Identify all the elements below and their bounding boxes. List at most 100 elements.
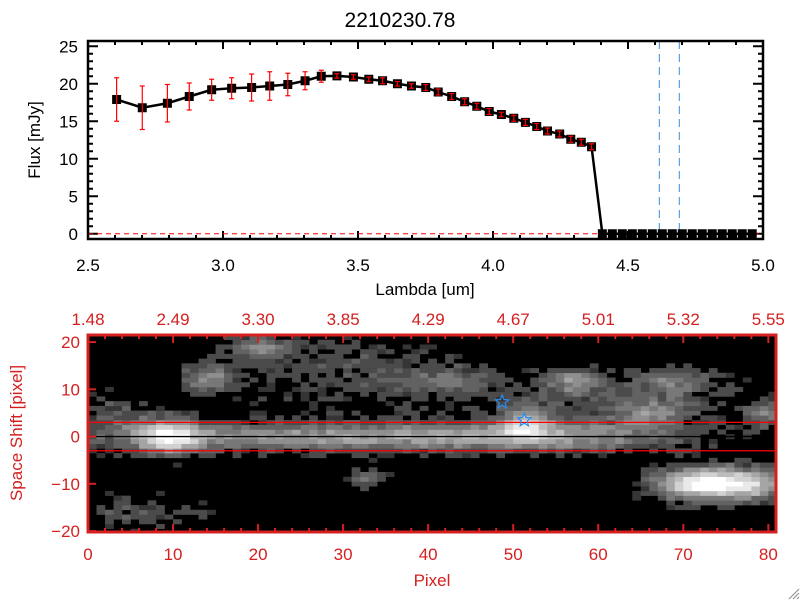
heatmap-cell — [623, 438, 633, 444]
heatmap-cell — [317, 424, 327, 430]
heatmap-cell — [513, 405, 523, 411]
heatmap-cell — [683, 500, 693, 506]
heatmap-cell — [283, 424, 293, 430]
heatmap-cell — [428, 438, 437, 444]
heatmap-cell — [241, 443, 250, 449]
heatmap-cell — [496, 372, 506, 378]
heatmap-cell — [640, 391, 650, 397]
heatmap-cell — [402, 443, 412, 449]
heatmap-cell — [368, 358, 378, 364]
heatmap-cell — [606, 386, 616, 392]
heatmap-cell — [309, 344, 318, 350]
heatmap-cell — [139, 509, 148, 515]
heatmap-cell — [751, 410, 761, 416]
heatmap-cell — [122, 424, 131, 430]
heatmap-cell — [130, 505, 140, 511]
heatmap-cell — [385, 382, 395, 388]
heatmap-cell — [555, 391, 565, 397]
heatmap-cell — [657, 472, 667, 478]
heatmap-cell — [691, 368, 701, 374]
heatmap-cell — [283, 358, 293, 364]
heatmap-cell — [691, 505, 701, 511]
heatmap-cell — [445, 453, 454, 459]
heatmap-cell — [241, 438, 250, 444]
heatmap-cell — [173, 415, 182, 421]
heatmap-cell — [275, 372, 284, 378]
heatmap-cell — [326, 358, 335, 364]
heatmap-cell — [666, 462, 676, 468]
heatmap-cell — [555, 372, 565, 378]
heatmap-cell — [275, 344, 284, 350]
x-tick-label: 3.5 — [346, 256, 370, 275]
heatmap-cell — [513, 386, 523, 392]
heatmap-cell — [96, 443, 106, 449]
heatmap-cell — [300, 358, 310, 364]
heatmap-cell — [360, 476, 369, 482]
heatmap-cell — [334, 429, 344, 435]
heatmap-cell — [683, 429, 693, 435]
heatmap-cell — [343, 349, 352, 355]
heatmap-cell — [105, 386, 114, 392]
heatmap-cell — [666, 405, 676, 411]
heatmap-cell — [666, 467, 676, 473]
heatmap-cell — [649, 424, 659, 430]
heatmap-cell — [198, 382, 208, 388]
heatmap-cell — [564, 386, 574, 392]
heatmap-cell — [683, 391, 693, 397]
heatmap-cell — [708, 372, 718, 378]
heatmap-cell — [564, 415, 574, 421]
heatmap-cell — [717, 476, 727, 482]
star-marker — [516, 411, 533, 427]
heatmap-cell — [377, 344, 386, 350]
heatmap-cell — [351, 358, 361, 364]
heatmap-cell — [683, 363, 693, 369]
heatmap-cell — [734, 457, 744, 463]
heatmap-cell — [147, 514, 157, 520]
heatmap-cell — [368, 467, 378, 473]
heatmap-cell — [717, 391, 727, 397]
heatmap-cell — [241, 382, 250, 388]
heatmap-cell — [343, 424, 352, 430]
heatmap-cell — [598, 386, 608, 392]
heatmap-cell — [419, 368, 429, 374]
top-wavelength-tick-label: 1.48 — [71, 310, 104, 329]
heatmap-cell — [700, 490, 710, 496]
heatmap-cell — [572, 372, 582, 378]
heatmap-cell — [326, 372, 335, 378]
heatmap-cell — [640, 467, 650, 473]
heatmap-cell — [394, 415, 403, 421]
heatmap-cell — [640, 443, 650, 449]
heatmap-cell — [700, 481, 710, 487]
heatmap-cell — [232, 363, 242, 369]
heatmap-cell — [224, 382, 233, 388]
heatmap-cell — [700, 424, 710, 430]
heatmap-cell — [181, 410, 191, 416]
heatmap-cell — [309, 372, 318, 378]
heatmap-cell — [445, 358, 454, 364]
heatmap-cell — [292, 429, 301, 435]
heatmap-cell — [224, 429, 233, 435]
heatmap-cell — [88, 405, 97, 411]
heatmap-cell — [538, 415, 548, 421]
heatmap-cell — [572, 368, 582, 374]
resize-grip-icon[interactable] — [786, 586, 800, 600]
heatmap-cell — [470, 391, 480, 397]
heatmap-cell — [309, 438, 318, 444]
heatmap-cell — [207, 438, 216, 444]
heatmap-cell — [428, 386, 437, 392]
heatmap-cell — [453, 386, 463, 392]
heatmap-cell — [292, 443, 301, 449]
heatmap-cell — [445, 386, 454, 392]
heatmap-cell — [589, 391, 599, 397]
heatmap-cell — [717, 372, 727, 378]
heatmap-cell — [283, 438, 293, 444]
heatmap-cell — [581, 410, 591, 416]
heatmap-cell — [198, 391, 208, 397]
x-tick-label: 4.0 — [481, 256, 505, 275]
heatmap-cell — [173, 424, 182, 430]
heatmap-cell — [394, 410, 403, 416]
heatmap-cell — [666, 424, 676, 430]
heatmap-cell — [351, 453, 361, 459]
data-point — [717, 229, 727, 239]
